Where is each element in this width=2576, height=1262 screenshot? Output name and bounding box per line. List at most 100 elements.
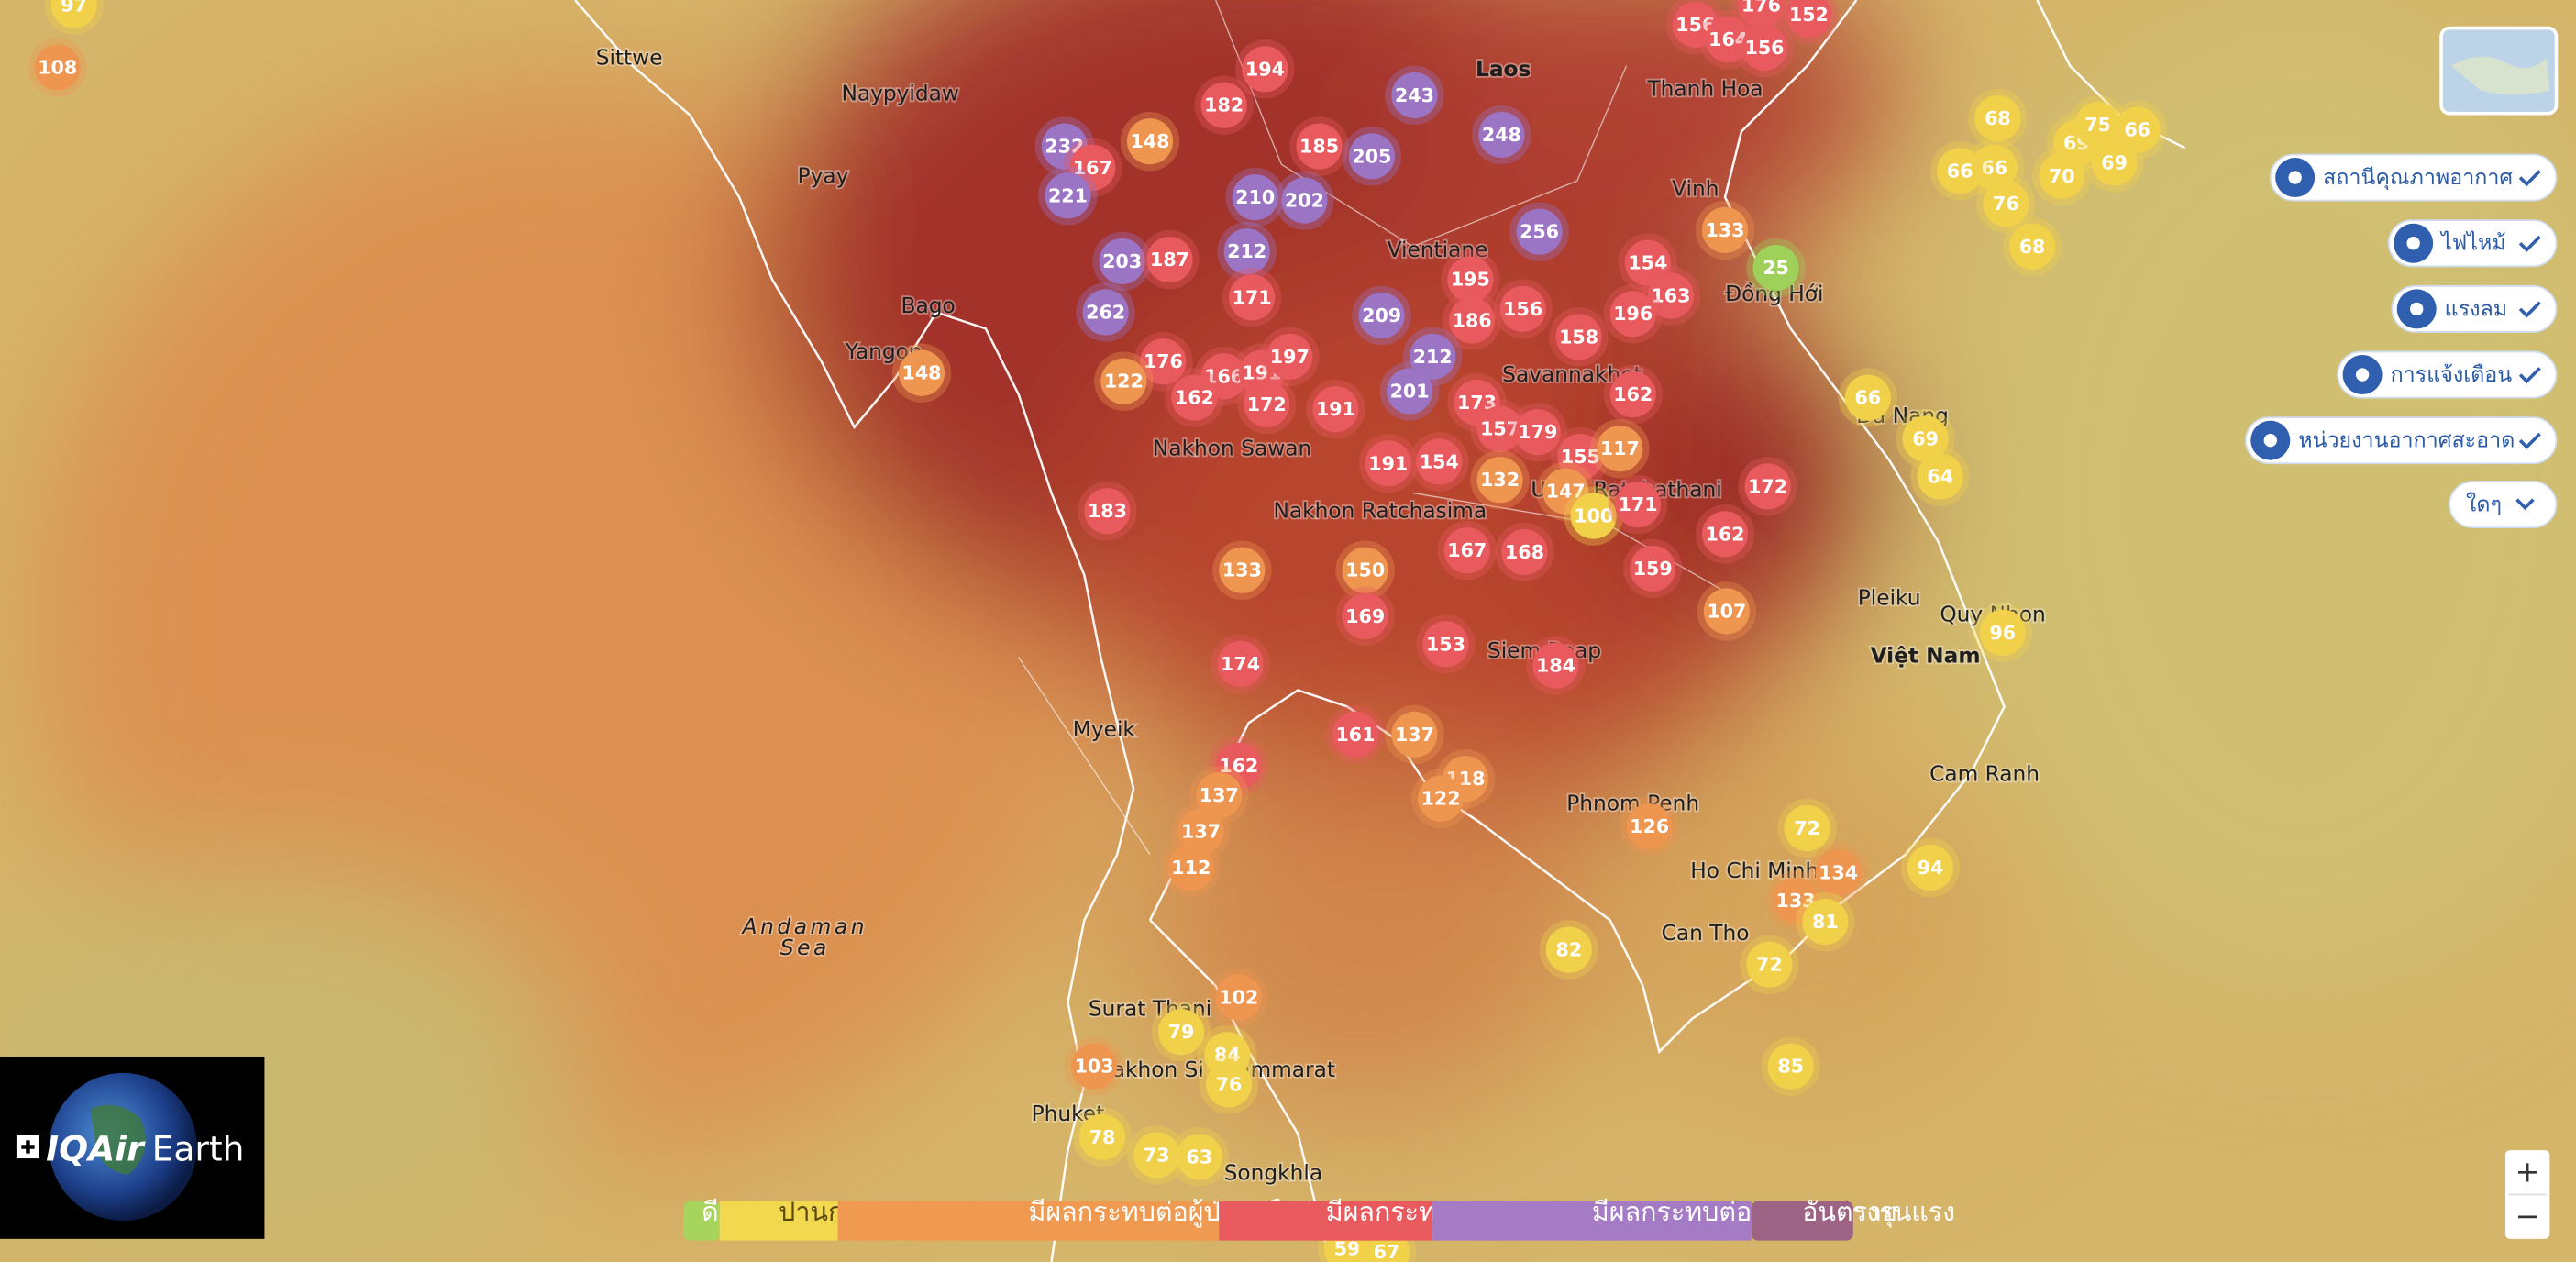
aqi-marker[interactable]: 70 — [2032, 146, 2092, 206]
layer-toggle[interactable]: สถานีคุณภาพอากาศ — [2269, 153, 2558, 202]
aqi-marker[interactable]: 64 — [1910, 447, 1970, 506]
aqi-marker[interactable]: 100 — [1564, 486, 1623, 546]
aqi-marker[interactable]: 117 — [1590, 418, 1650, 479]
aqi-marker[interactable]: 107 — [1697, 581, 1757, 641]
aqi-marker[interactable]: 73 — [1126, 1125, 1187, 1185]
aqi-marker[interactable]: 168 — [1495, 522, 1554, 582]
aqi-marker[interactable]: 66 — [2107, 100, 2167, 160]
aqi-marker[interactable]: 76 — [1976, 173, 2036, 234]
aqi-marker[interactable]: 171 — [1608, 474, 1668, 535]
aqi-marker[interactable]: 162 — [1603, 364, 1663, 425]
aqi-marker[interactable]: 102 — [1209, 968, 1269, 1027]
aqi-marker[interactable]: 172 — [1236, 374, 1297, 435]
aqi-marker[interactable]: 75 — [2068, 94, 2128, 155]
aqi-marker[interactable]: 133 — [1212, 540, 1272, 600]
aqi-marker[interactable]: 97 — [44, 0, 104, 35]
layer-toggle[interactable]: แรงลม — [2391, 284, 2558, 333]
aqi-marker[interactable]: 69 — [1896, 409, 1955, 469]
aqi-marker[interactable]: 63 — [1169, 1127, 1230, 1187]
aqi-marker[interactable]: 195 — [1441, 249, 1500, 309]
aqi-marker[interactable]: 182 — [1194, 75, 1254, 135]
aqi-marker[interactable]: 103 — [1064, 1036, 1124, 1096]
aqi-marker[interactable]: 25 — [1746, 238, 1806, 298]
aqi-marker[interactable]: 76 — [1199, 1055, 1259, 1114]
aqi-marker[interactable]: 150 — [1335, 540, 1395, 600]
zoom-in[interactable]: + — [2515, 1154, 2540, 1189]
aqi-marker[interactable]: 212 — [1217, 221, 1277, 282]
aqi-marker[interactable]: 179 — [1508, 402, 1568, 462]
aqi-marker[interactable]: 162 — [1695, 504, 1755, 564]
aqi-marker[interactable]: 108 — [28, 38, 87, 97]
aqi-marker[interactable]: 157 — [1470, 399, 1530, 459]
aqi-marker[interactable]: 209 — [1352, 285, 1411, 346]
aqi-marker[interactable]: 176 — [1731, 0, 1791, 35]
aqi-marker[interactable]: 163 — [1641, 266, 1701, 326]
aqi-marker[interactable]: 68 — [1968, 88, 2028, 149]
aqi-marker[interactable]: 156 — [1493, 279, 1553, 339]
aqi-marker[interactable]: 167 — [1437, 520, 1498, 581]
aqi-marker[interactable]: 172 — [1738, 457, 1797, 516]
aqi-marker[interactable]: 112 — [1161, 837, 1222, 898]
aqi-marker[interactable]: 186 — [1442, 291, 1502, 350]
aqi-marker[interactable]: 153 — [1416, 614, 1476, 674]
aqi-marker[interactable]: 72 — [1740, 935, 1799, 994]
aqi-marker[interactable]: 156 — [1734, 17, 1795, 78]
aqi-marker[interactable]: 96 — [1973, 603, 2033, 663]
aqi-marker[interactable]: 148 — [1120, 111, 1180, 172]
aqi-marker[interactable]: 171 — [1222, 268, 1282, 327]
aqi-marker[interactable]: 162 — [1165, 368, 1224, 427]
aqi-marker[interactable]: 210 — [1225, 167, 1285, 227]
layer-toggle[interactable]: ใดๆ — [2449, 481, 2558, 529]
aqi-marker[interactable]: 243 — [1385, 65, 1444, 126]
aqi-marker[interactable]: 72 — [1777, 798, 1837, 858]
aqi-marker[interactable]: 126 — [1620, 796, 1679, 857]
aqi-marker[interactable]: 79 — [1151, 1002, 1211, 1062]
aqi-marker[interactable]: 196 — [1603, 284, 1663, 344]
aqi-marker[interactable]: 66 — [1929, 141, 1990, 201]
aqi-marker[interactable]: 134 — [1808, 843, 1868, 902]
aqi-marker[interactable]: 248 — [1472, 105, 1531, 165]
layer-toggle[interactable]: หน่วยงานอากาศสะอาด — [2245, 416, 2558, 465]
aqi-marker[interactable]: 221 — [1038, 166, 1098, 226]
aqi-marker[interactable]: 82 — [1539, 920, 1599, 980]
aqi-marker[interactable]: 122 — [1094, 351, 1154, 411]
zoom-out[interactable]: − — [2515, 1199, 2540, 1234]
aqi-marker[interactable]: 152 — [1779, 0, 1839, 45]
aqi-marker[interactable]: 187 — [1140, 229, 1200, 290]
layer-toggle[interactable]: ไฟไหม้ — [2387, 219, 2558, 268]
aqi-marker[interactable]: 197 — [1260, 327, 1320, 387]
aqi-marker[interactable]: 81 — [1796, 891, 1855, 952]
aqi-marker[interactable]: 202 — [1275, 171, 1334, 230]
aqi-marker[interactable]: 78 — [1072, 1107, 1133, 1168]
aqi-marker[interactable]: 148 — [891, 343, 952, 403]
aqi-marker[interactable]: 85 — [1761, 1036, 1820, 1096]
aqi-marker[interactable]: 122 — [1410, 769, 1471, 828]
aqi-marker[interactable]: 262 — [1076, 282, 1135, 342]
aqi-marker[interactable]: 132 — [1470, 449, 1530, 510]
layer-toggle[interactable]: การแจ้งเตือน — [2337, 350, 2558, 399]
aqi-marker[interactable]: 256 — [1509, 202, 1569, 261]
aqi-marker[interactable]: 205 — [1342, 127, 1402, 186]
aqi-marker[interactable]: 154 — [1410, 432, 1469, 492]
aqi-marker[interactable]: 176 — [1133, 331, 1193, 392]
aqi-marker[interactable]: 191 — [1306, 379, 1365, 439]
aqi-marker[interactable]: 191 — [1358, 434, 1419, 493]
aqi-marker[interactable]: 158 — [1549, 307, 1609, 367]
aqi-marker[interactable]: 66 — [1838, 368, 1898, 427]
aqi-marker[interactable]: 201 — [1379, 361, 1440, 421]
minimap[interactable] — [2439, 26, 2559, 116]
aqi-marker[interactable]: 169 — [1335, 586, 1395, 647]
aqi-marker[interactable]: 174 — [1211, 634, 1270, 694]
aqi-marker[interactable]: 69 — [2084, 133, 2144, 193]
aqi-marker[interactable]: 184 — [1526, 636, 1586, 695]
aqi-marker[interactable]: 194 — [1235, 39, 1295, 99]
aqi-marker[interactable]: 183 — [1078, 481, 1137, 541]
aqi-marker[interactable]: 137 — [1189, 765, 1249, 825]
aqi-marker[interactable]: 185 — [1289, 116, 1349, 176]
aqi-marker[interactable]: 159 — [1622, 538, 1683, 599]
aqi-marker[interactable]: 94 — [1900, 837, 1961, 898]
aqi-marker[interactable]: 203 — [1092, 231, 1152, 292]
aqi-marker[interactable]: 133 — [1695, 200, 1755, 260]
aqi-marker[interactable]: 68 — [2002, 216, 2062, 277]
